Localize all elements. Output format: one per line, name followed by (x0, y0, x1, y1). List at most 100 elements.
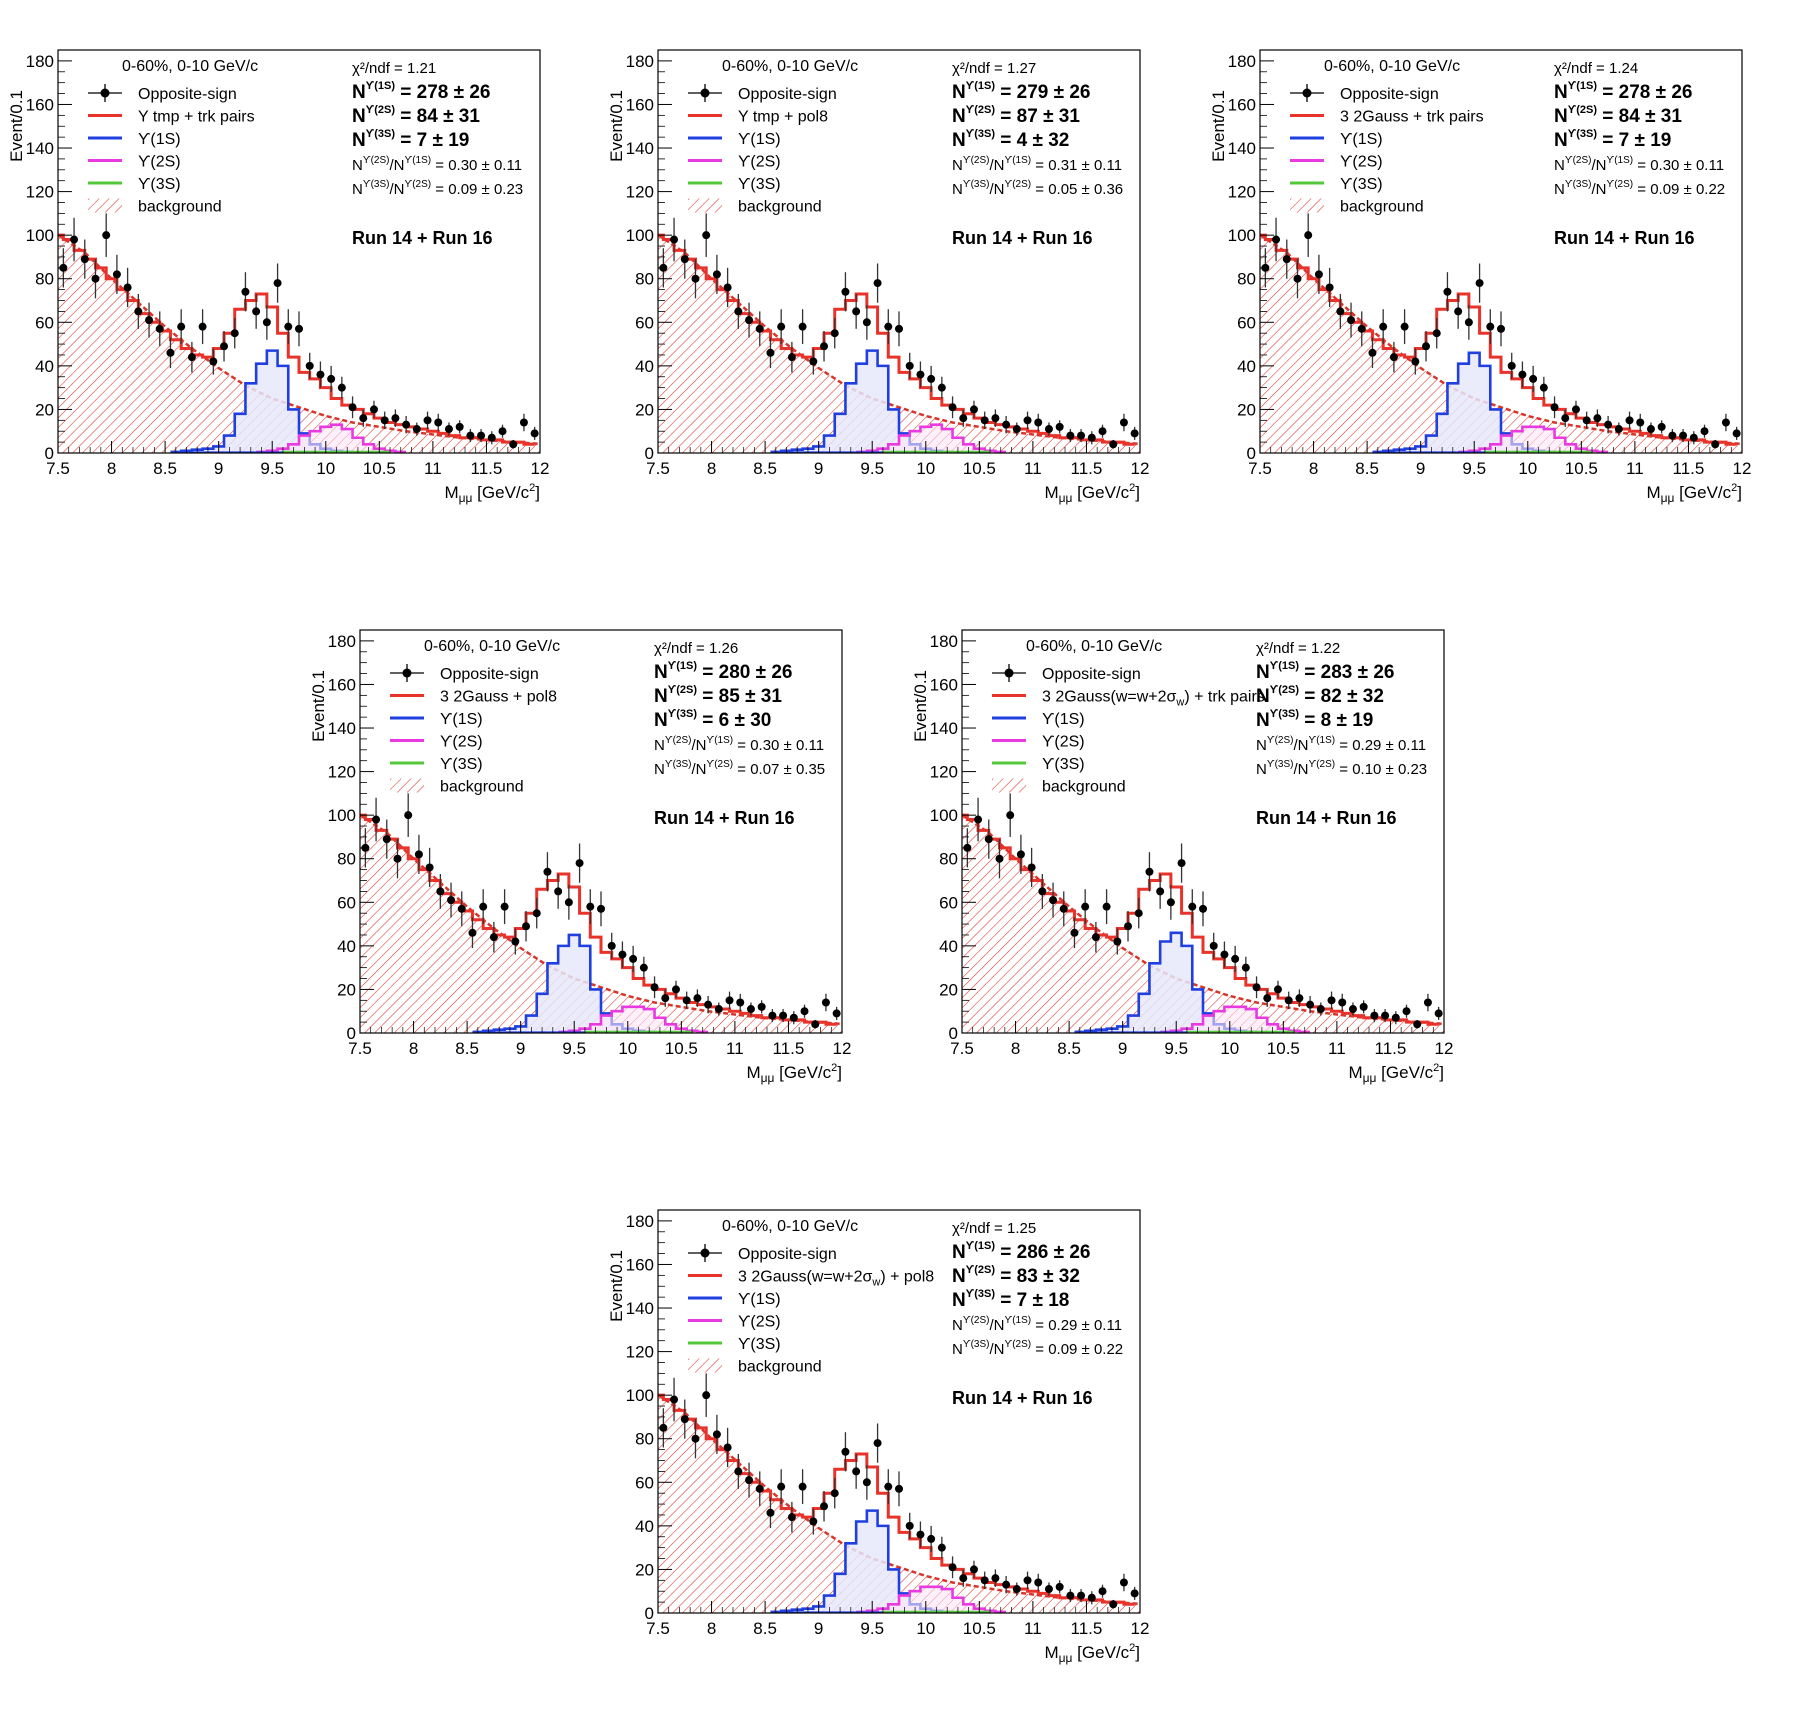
legend-label: ϒ(1S) (738, 131, 781, 148)
yield-n1: Nϒ(1S) = 278 ± 26 (1554, 80, 1692, 103)
legend-entry: ϒ(2S) (390, 734, 483, 751)
x-tick-label: 10.5 (363, 459, 396, 478)
data-point (766, 337, 775, 369)
data-point (575, 843, 584, 883)
data-point (1700, 424, 1709, 438)
data-marker (1338, 998, 1347, 1007)
x-tick-label: 8 (707, 459, 716, 478)
x-tick-label: 8 (409, 1039, 418, 1058)
data-point (766, 1497, 775, 1529)
data-marker (404, 811, 413, 820)
data-point (586, 889, 595, 925)
data-point (1423, 993, 1432, 1012)
data-marker (1389, 353, 1398, 362)
data-point (498, 424, 507, 438)
legend-marker (402, 668, 412, 678)
legend-label: 3 2Gauss(w=w+2σw) + pol8 (738, 1269, 934, 1289)
legend-label: background (138, 199, 222, 216)
y-tick-label: 140 (26, 139, 54, 158)
data-point (1113, 928, 1122, 955)
data-marker (1130, 1589, 1139, 1598)
data-marker (734, 1467, 743, 1476)
y-tick-label: 0 (645, 444, 654, 463)
x-tick-label: 11 (1024, 459, 1042, 478)
data-marker (575, 859, 584, 868)
ratio-r32: Nϒ(3S)/Nϒ(2S) = 0.05 ± 0.36 (952, 179, 1123, 198)
data-marker (1066, 1591, 1075, 1600)
data-point (425, 847, 434, 888)
data-point (123, 267, 132, 308)
data-point (1402, 1004, 1411, 1018)
data-marker (102, 231, 111, 240)
data-marker (1023, 1576, 1032, 1585)
run-label: Run 14 + Run 16 (952, 1388, 1093, 1408)
data-marker (1145, 867, 1154, 876)
data-marker (1347, 316, 1356, 325)
data-point (1044, 1582, 1053, 1596)
y-tick-label: 60 (1237, 313, 1256, 332)
data-marker (444, 425, 453, 434)
data-marker (736, 998, 745, 1007)
legend-entry: Opposite-sign (1290, 84, 1439, 103)
chart-svg: 0 20 40 60 80 100 120 140 160 180 7.5 8 8.5 9 9.5 10 10.… (1209, 49, 1751, 505)
legend-marker (1302, 88, 1312, 98)
data-point (1497, 311, 1505, 347)
y-tick-label: 140 (1228, 139, 1256, 158)
data-point (777, 309, 786, 345)
data-point (618, 941, 627, 968)
data-point (1539, 376, 1548, 399)
data-point (1327, 991, 1336, 1010)
data-point (712, 1414, 721, 1454)
legend-entry: ϒ(1S) (688, 1291, 781, 1308)
data-marker (1411, 357, 1420, 366)
data-marker (1027, 863, 1036, 872)
data-marker (1486, 322, 1495, 331)
y-axis-label: Event/0.1 (607, 1250, 626, 1322)
data-marker (1507, 361, 1516, 370)
x-tick-label: 9.5 (562, 1039, 586, 1058)
data-marker (693, 994, 702, 1003)
data-marker (607, 941, 616, 950)
ratio-r32: Nϒ(3S)/Nϒ(2S) = 0.10 ± 0.23 (1256, 759, 1427, 778)
data-marker (230, 329, 239, 338)
fit-panel-6: 0 20 40 60 80 100 120 140 160 180 7.5 8 8.5 9 9.5 10 10.… (600, 1200, 1160, 1710)
data-point (305, 352, 314, 379)
data-point (391, 409, 400, 427)
x-axis-label: Mμμ [GeV/c2] (746, 1062, 842, 1085)
y-tick-label: 40 (35, 357, 54, 376)
data-point (337, 376, 346, 399)
y-tick-label: 120 (26, 183, 54, 202)
data-marker (1497, 324, 1505, 333)
data-marker (519, 418, 528, 427)
data-marker (984, 835, 993, 844)
data-marker (1381, 1011, 1390, 1020)
data-marker (768, 1011, 777, 1020)
data-point (1582, 411, 1591, 430)
chi2-text: χ²/ndf = 1.25 (952, 1220, 1036, 1237)
yield-n3: Nϒ(3S) = 8 ± 19 (1256, 708, 1373, 731)
data-marker (1304, 231, 1313, 240)
data-marker (629, 954, 638, 963)
x-tick-label: 7.5 (646, 1619, 670, 1638)
data-point (166, 337, 175, 369)
data-point (1130, 1586, 1139, 1600)
data-point (639, 956, 648, 979)
data-point (522, 911, 531, 942)
y2s-fill (558, 1006, 709, 1033)
data-point (262, 304, 271, 340)
legend-header: 0-60%, 0-10 GeV/c (1026, 638, 1162, 655)
data-marker (873, 1439, 882, 1448)
y-tick-label: 120 (1228, 183, 1256, 202)
data-marker (198, 322, 207, 331)
legend-label: 3 2Gauss + trk pairs (1340, 109, 1484, 126)
data-marker (372, 815, 381, 824)
data-marker (1113, 937, 1122, 946)
data-point (798, 309, 807, 345)
x-tick-label: 8.5 (455, 1039, 479, 1058)
yield-n3: Nϒ(3S) = 7 ± 18 (952, 1288, 1069, 1311)
legend-label: ϒ(2S) (738, 1314, 781, 1331)
legend: 0-60%, 0-10 GeV/c Opposite-sign Y tmp + po… (688, 58, 858, 216)
y-tick-label: 140 (930, 719, 958, 738)
legend-hatch (88, 198, 122, 213)
y-tick-label: 120 (626, 183, 654, 202)
